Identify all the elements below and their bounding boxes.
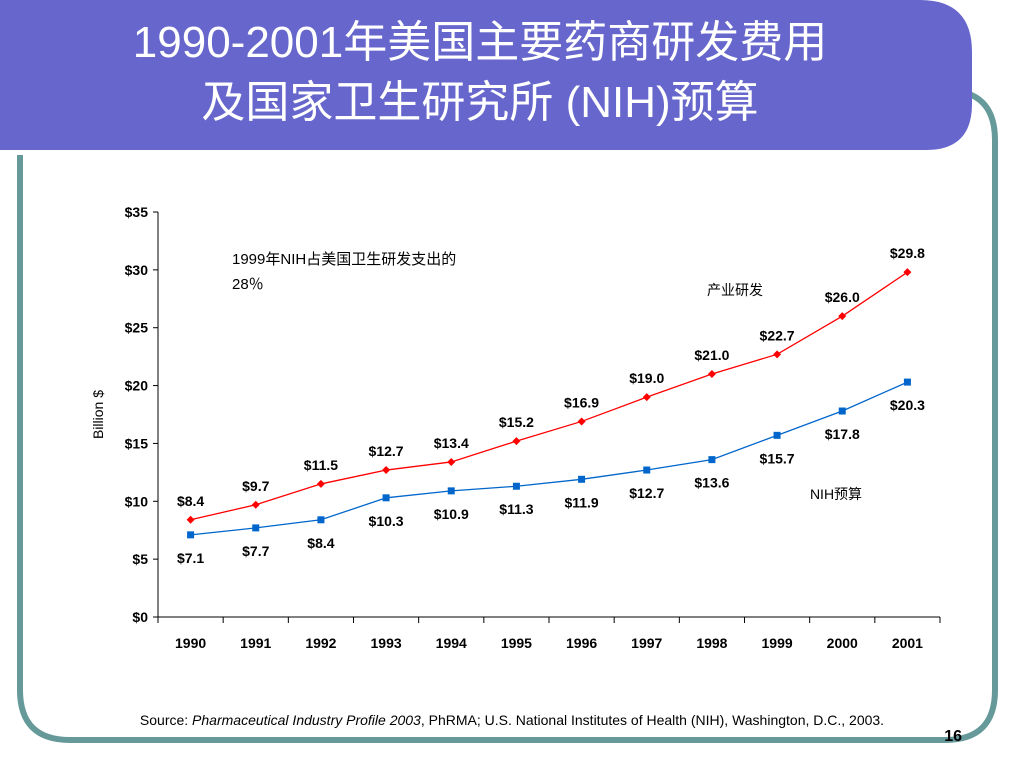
source-citation: Source: Pharmaceutical Industry Profile … [0, 712, 1024, 728]
data-point-diamond [707, 370, 716, 378]
data-label: $19.0 [629, 370, 664, 386]
y-tick-label: $25 [125, 320, 149, 336]
data-point-diamond [186, 515, 195, 524]
data-point-square [708, 456, 716, 464]
source-publication: Pharmaceutical Industry Profile 2003 [192, 712, 421, 728]
data-point-diamond [903, 268, 912, 277]
data-point-square [382, 494, 390, 502]
page-number: 16 [944, 728, 962, 745]
data-label: $15.2 [499, 414, 534, 430]
data-point-diamond [642, 393, 651, 402]
data-label: $17.8 [825, 426, 860, 442]
x-tick-label: 2001 [892, 635, 923, 651]
data-label: $10.9 [434, 506, 469, 522]
data-point-diamond [512, 437, 521, 446]
data-point-diamond [838, 312, 847, 321]
source-prefix: Source: [139, 712, 193, 728]
data-label: $9.7 [242, 478, 269, 494]
data-point-diamond [773, 350, 782, 359]
annotation-line1: 1999年NIH占美国卫生研发支出的 [232, 251, 456, 268]
source-detail: , PhRMA; U.S. National Institutes of Hea… [420, 712, 885, 728]
data-point-diamond [316, 479, 325, 488]
x-tick-label: 1997 [631, 635, 662, 651]
series-line [190, 271, 908, 521]
data-label: $26.0 [825, 289, 860, 305]
data-point-square [317, 516, 325, 524]
data-label: $7.1 [177, 550, 204, 566]
y-tick-label: $20 [125, 378, 149, 394]
data-point-square [512, 482, 520, 490]
series-name-nih: NIH预算 [810, 486, 862, 502]
data-label: $21.0 [694, 347, 729, 363]
y-tick-label: $5 [132, 551, 148, 567]
data-point-square [447, 487, 455, 495]
y-tick-label: $10 [125, 493, 149, 509]
data-point-diamond [577, 417, 586, 426]
data-label: $13.6 [694, 475, 729, 491]
data-point-square [643, 466, 651, 474]
data-label: $12.7 [369, 443, 404, 459]
data-label: $8.4 [177, 493, 204, 509]
x-tick-label: 1999 [762, 635, 793, 651]
data-label: $10.3 [369, 513, 404, 529]
data-label: $12.7 [629, 485, 664, 501]
data-label: $16.9 [564, 394, 599, 410]
data-label: $29.8 [890, 245, 925, 261]
data-label: $22.7 [760, 327, 795, 343]
data-point-square [838, 407, 846, 415]
x-tick-label: 1990 [175, 635, 206, 651]
data-point-square [252, 524, 260, 532]
data-point-square [773, 431, 781, 439]
data-point-diamond [251, 500, 260, 509]
x-tick-label: 1994 [436, 635, 467, 651]
slide-title-line2: 及国家卫生研究所 (NIH)预算 [201, 78, 759, 127]
data-label: $11.3 [499, 501, 533, 517]
x-tick-label: 1998 [696, 635, 727, 651]
data-label: $7.7 [242, 543, 269, 559]
x-tick-label: 1995 [501, 635, 532, 651]
y-tick-label: $0 [132, 609, 148, 625]
x-tick-label: 1992 [305, 635, 336, 651]
slide-title-line1: 1990-2001年美国主要药商研发费用 [132, 18, 828, 67]
data-point-square [578, 475, 586, 483]
data-point-diamond [382, 466, 391, 475]
data-label: $11.9 [564, 494, 598, 510]
annotation-line2: 28％ [232, 276, 264, 293]
title-banner [0, 0, 972, 150]
data-label: $11.5 [304, 457, 338, 473]
series-name-industry: 产业研发 [707, 282, 763, 298]
y-tick-label: $15 [125, 435, 149, 451]
x-tick-label: 1993 [371, 635, 402, 651]
data-label: $13.4 [434, 435, 469, 451]
data-point-diamond [447, 457, 456, 466]
data-label: $8.4 [307, 535, 334, 551]
title-underline [0, 150, 905, 155]
y-axis-title: Billion $ [90, 390, 106, 439]
x-tick-label: 2000 [827, 635, 858, 651]
series-line [190, 381, 908, 536]
data-point-square [187, 531, 195, 539]
y-tick-label: $35 [125, 204, 149, 220]
x-tick-label: 1996 [566, 635, 597, 651]
y-tick-label: $30 [125, 262, 149, 278]
data-label: $20.3 [890, 397, 925, 413]
data-point-square [903, 378, 911, 386]
data-label: $15.7 [760, 450, 795, 466]
x-tick-label: 1991 [240, 635, 271, 651]
